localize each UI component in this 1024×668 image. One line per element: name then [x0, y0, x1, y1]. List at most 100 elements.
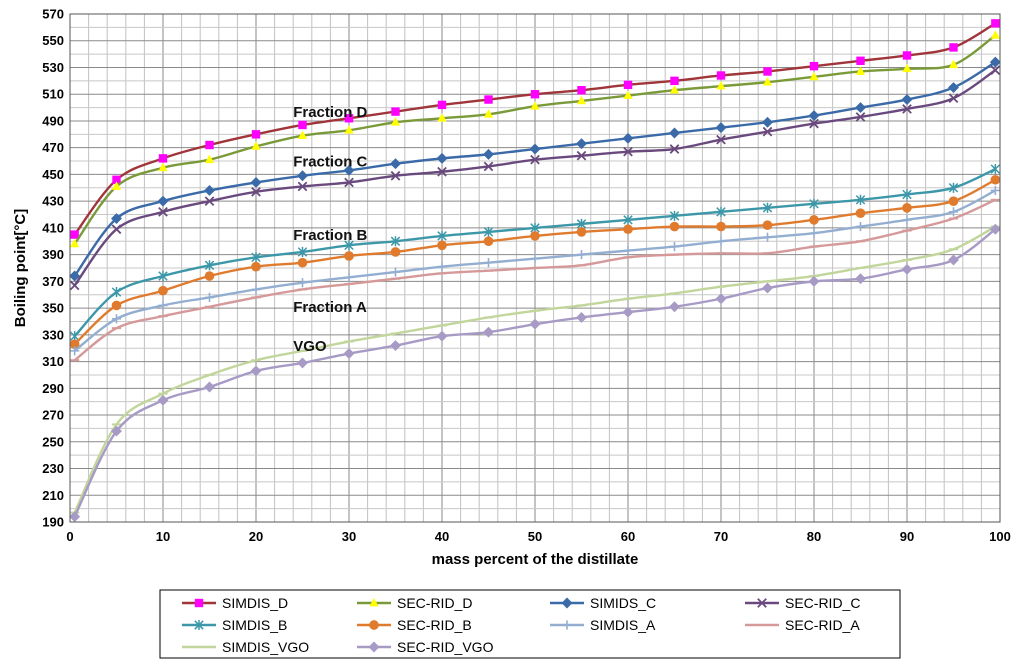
data-point [70, 238, 80, 248]
y-axis-title: Boiling point[°C] [12, 209, 29, 327]
data-point [483, 326, 494, 338]
data-point [577, 86, 586, 95]
legend: SIMDIS_D SEC-RID_D SIMIDS_C SEC-RID_C SIMDIS… [182, 595, 860, 655]
y-tick-label: 210 [42, 488, 64, 503]
data-point [297, 130, 308, 140]
data-point [483, 161, 494, 172]
data-point [669, 221, 680, 232]
data-point [483, 258, 494, 268]
data-point [111, 224, 122, 235]
data-point [250, 176, 262, 188]
y-tick-label: 570 [42, 7, 64, 22]
data-point [809, 61, 819, 71]
x-axis-ticks: 0 10 20 30 40 50 60 70 80 90 100 [66, 529, 1010, 544]
data-point [344, 125, 354, 134]
legend-label: SEC-RID_B [397, 617, 472, 633]
x-tick-label: 80 [807, 529, 821, 544]
data-point [251, 130, 261, 139]
annotation-label: Fraction C [293, 153, 367, 170]
data-point [716, 236, 726, 246]
data-point [157, 394, 169, 406]
data-point [391, 107, 400, 116]
data-point [390, 117, 401, 126]
y-tick-label: 410 [42, 220, 64, 235]
y-tick-label: 470 [42, 140, 64, 155]
data-point [111, 181, 122, 190]
y-tick-label: 270 [42, 408, 64, 423]
data-point [669, 301, 680, 313]
y-tick-label: 250 [42, 434, 64, 449]
data-point [69, 270, 81, 282]
x-tick-label: 10 [156, 529, 170, 544]
legend-item: SEC-RID_D [357, 595, 472, 611]
data-point [436, 330, 448, 342]
y-tick-label: 290 [42, 381, 64, 396]
data-point [437, 240, 447, 251]
y-tick-label: 370 [42, 274, 64, 289]
data-point [855, 194, 866, 205]
data-point [390, 170, 401, 181]
data-point [158, 162, 168, 172]
series-layer [69, 19, 1001, 523]
data-point [297, 181, 308, 192]
data-point [69, 511, 81, 523]
y-tick-label: 390 [42, 247, 64, 262]
data-point [855, 273, 866, 285]
x-tick-label: 30 [342, 529, 356, 544]
series-sec-rid-d [70, 30, 1000, 248]
data-point [251, 284, 261, 295]
legend-label: SEC-RID_A [785, 617, 860, 633]
data-point [297, 170, 308, 182]
y-tick-label: 310 [42, 354, 64, 369]
data-point [989, 223, 1001, 235]
legend-marker [194, 598, 204, 608]
y-tick-label: 230 [42, 461, 64, 476]
y-tick-label: 430 [42, 194, 64, 209]
data-point [669, 85, 680, 94]
data-point [205, 140, 214, 150]
data-point [576, 150, 587, 161]
data-point [111, 300, 122, 311]
data-point [576, 312, 587, 323]
data-point [809, 215, 819, 225]
annotation-label: Fraction A [293, 299, 367, 316]
data-point [902, 51, 912, 60]
data-point [158, 270, 168, 282]
data-point [344, 272, 354, 282]
data-point [530, 154, 540, 165]
data-point [69, 280, 80, 291]
data-point [343, 164, 355, 176]
data-point [855, 102, 866, 114]
data-point [437, 166, 447, 177]
data-point [902, 104, 912, 114]
data-point [483, 109, 494, 118]
data-point [250, 365, 262, 377]
data-point [251, 252, 261, 263]
y-tick-label: 490 [42, 113, 64, 128]
data-point [111, 213, 122, 224]
data-point [297, 257, 308, 268]
data-point [669, 210, 680, 221]
data-point [716, 206, 726, 217]
data-point [715, 122, 727, 134]
data-point [901, 94, 913, 106]
data-point [344, 177, 354, 188]
data-point [989, 56, 1001, 68]
data-point [623, 90, 633, 99]
data-point [716, 134, 726, 145]
legend-marker [368, 641, 380, 653]
data-point [483, 236, 494, 247]
series-simdis-b [69, 164, 1001, 342]
y-tick-label: 550 [42, 33, 64, 48]
data-point [204, 271, 215, 281]
data-point [297, 278, 308, 288]
legend-label: SEC-RID_D [397, 595, 472, 611]
data-point [855, 221, 866, 232]
data-point [623, 146, 633, 157]
data-point [808, 110, 820, 122]
data-point [990, 65, 1001, 75]
data-point [158, 285, 168, 296]
x-tick-label: 50 [528, 529, 542, 544]
data-point [762, 220, 773, 231]
series-simids-c [69, 56, 1001, 282]
